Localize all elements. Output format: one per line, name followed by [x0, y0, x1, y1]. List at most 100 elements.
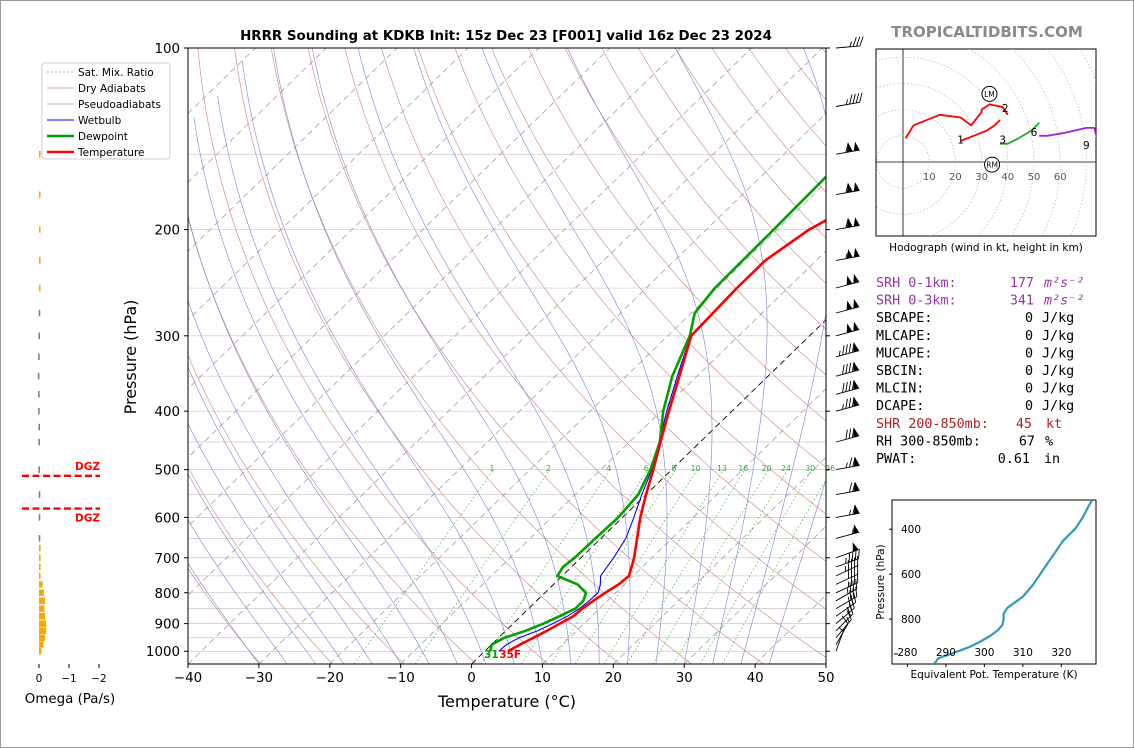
wind-barb-full: [845, 363, 848, 374]
mixing-ratio-line: [652, 469, 769, 664]
wind-barb: [835, 524, 860, 539]
x-tick-label: −30: [245, 671, 273, 686]
wind-barb-full: [851, 380, 855, 390]
pseudoadiabat-line: [769, 478, 826, 664]
omega-bar: [38, 309, 41, 317]
pseudoadiabat-line: [188, 473, 316, 664]
wind-barb-flag: [853, 247, 860, 258]
storm-motion-marker: [984, 156, 1001, 173]
omega-bar: [38, 438, 40, 446]
wind-barb-half: [849, 41, 852, 47]
theta-e-x-tick-label: 290: [936, 647, 956, 659]
hodograph-ring-label: 40: [1001, 172, 1014, 183]
storm-motion-label: RM: [986, 161, 998, 170]
theta-e-y-tick-label: 600: [901, 569, 921, 581]
wind-barb-half: [845, 462, 848, 468]
omega-bar: [38, 332, 40, 340]
wind-barb-full: [848, 457, 853, 468]
wind-barb-full: [848, 397, 852, 408]
stat-label: SRH 0-1km:: [876, 276, 957, 291]
wind-barbs: [835, 36, 864, 652]
hodograph-segment: [1039, 127, 1096, 139]
x-tick-label: −40: [174, 671, 202, 686]
pseudoadiabat-line: [481, 48, 668, 664]
y-tick-label: 300: [154, 330, 180, 345]
omega-bar: [39, 554, 41, 561]
wind-barb-staff: [835, 224, 860, 231]
stat-label: MLCIN:: [876, 382, 924, 397]
wind-barb-staff: [835, 512, 860, 518]
stat-label: SBCAPE:: [876, 311, 932, 326]
stat-unit: J/kg: [1042, 399, 1074, 414]
theta-e-frame: [891, 499, 1097, 665]
omega-bar: [39, 641, 44, 648]
hodograph-ring-label: 60: [1054, 172, 1067, 183]
omega-bar: [39, 545, 41, 552]
stat-label: MUCAPE:: [876, 346, 932, 361]
stat-label: SBCIN:: [876, 364, 924, 379]
stat-unit: %: [1045, 434, 1053, 449]
x-tick-label: 0: [467, 671, 476, 686]
surface-temperature-label: 35F: [499, 649, 521, 661]
hodograph-ring: [876, 135, 930, 189]
wind-barb-full: [848, 362, 852, 373]
wind-barb: [835, 548, 860, 568]
omega-bar: [39, 151, 41, 158]
wind-barb-half: [845, 99, 848, 105]
dewpoint-line: [489, 175, 826, 652]
wind-barb-full: [855, 578, 858, 589]
hodograph-segment: [999, 122, 1040, 145]
stat-value: 0: [1025, 399, 1033, 414]
hodograph-ring-label: 10: [923, 172, 936, 183]
stat-value: 67: [1019, 434, 1035, 449]
wind-barb-full: [857, 555, 859, 566]
pseudoadiabat-line: [740, 48, 826, 664]
mixing-ratio-label: 36: [825, 464, 835, 473]
stat-value: 0: [1025, 329, 1033, 344]
stat-value: 0.61: [998, 452, 1030, 467]
omega-bar: [39, 257, 41, 264]
omega-x-axis-label: Omega (Pa/s): [25, 692, 115, 707]
x-tick-label: 40: [747, 671, 764, 686]
wind-barb-full: [851, 342, 855, 353]
mixing-ratio-line: [354, 469, 495, 664]
pseudoadiabat-line: [188, 562, 260, 664]
omega-tick-label: −1: [61, 673, 76, 685]
mixing-ratio-label: 2: [546, 464, 551, 473]
hodograph-rings: [876, 49, 1096, 236]
wind-barb-full: [845, 142, 849, 153]
pseudoadiabat-line: [413, 48, 631, 664]
skewt-y-axis-label: Pressure (hPa): [121, 300, 140, 415]
omega-bar: [38, 535, 41, 542]
wind-barb-staff: [835, 619, 852, 639]
stat-row: SRH 0-3km: 341 m²s⁻²: [876, 294, 1084, 309]
y-tick-label: 900: [154, 618, 180, 633]
y-tick-label: 600: [154, 511, 180, 526]
legend-label: Temperature: [77, 147, 145, 159]
legend-label: Dry Adiabats: [78, 83, 146, 95]
wind-barb-staff: [835, 255, 860, 261]
mixing-ratio-labels: 1 2 4 6 8 10 13 16 20 24 30 36: [489, 464, 835, 473]
dry-adiabat-line: [564, 48, 826, 376]
stat-row: PWAT: 0.61 in: [876, 452, 1060, 467]
mixing-ratio-label: 4: [606, 464, 611, 473]
dry-adiabat-line: [188, 466, 333, 664]
omega-bar: [39, 605, 45, 612]
wind-barb: [835, 273, 860, 289]
theta-e-x-tick-label: 280: [897, 647, 917, 659]
wind-barb: [835, 321, 860, 337]
stat-label: RH 300-850mb:: [876, 434, 981, 449]
wind-barb-full: [854, 550, 857, 560]
stat-unit: kt: [1046, 417, 1062, 432]
hodograph-height-label: 1: [957, 135, 964, 147]
omega-bar: [39, 284, 41, 292]
dgz-label: DGZ: [75, 461, 100, 473]
omega-bar: [38, 466, 40, 473]
y-tick-label: 500: [154, 464, 180, 479]
wind-barb-full: [852, 456, 856, 467]
stat-row: MLCAPE: 0 J/kg: [876, 329, 1074, 344]
x-tick-label: −20: [316, 671, 344, 686]
wind-barb-full: [858, 548, 860, 559]
hodograph-height-label: 9: [1083, 140, 1090, 152]
